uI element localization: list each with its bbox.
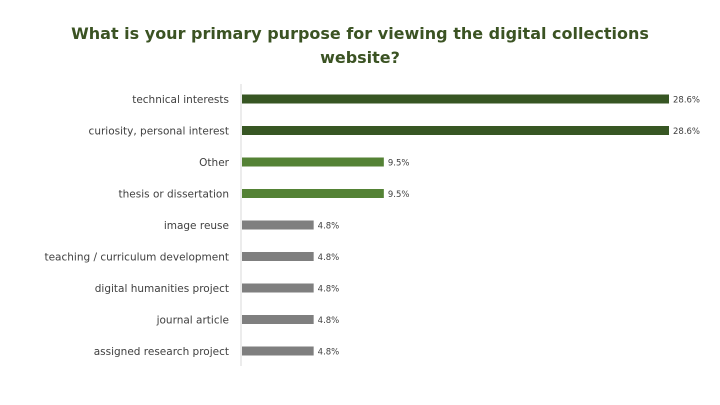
- data-label: 4.8%: [318, 285, 340, 295]
- category-label: technical interests: [132, 94, 229, 106]
- category-label: Other: [199, 157, 229, 169]
- data-label: 4.8%: [318, 253, 340, 263]
- bar: [242, 315, 314, 324]
- category-label: digital humanities project: [95, 283, 229, 295]
- bar: [242, 189, 384, 198]
- bar: [242, 126, 669, 135]
- chart-title: What is your primary purpose for viewing…: [71, 24, 649, 67]
- bar: [242, 94, 669, 104]
- category-label: image reuse: [164, 220, 229, 232]
- bar: [242, 220, 314, 230]
- bar: [242, 252, 314, 261]
- data-label: 4.8%: [318, 316, 340, 326]
- bars-group: technical interests 28.6% curiosity, perso…: [44, 94, 700, 358]
- data-label: 4.8%: [318, 222, 340, 232]
- category-label: curiosity, personal interest: [89, 126, 229, 138]
- data-label: 4.8%: [318, 348, 340, 358]
- bar: [242, 157, 384, 167]
- category-label: assigned research project: [94, 346, 229, 358]
- category-label: thesis or dissertation: [119, 189, 229, 201]
- data-label: 28.6%: [673, 96, 700, 106]
- data-label: 28.6%: [673, 127, 700, 137]
- bar: [242, 346, 314, 356]
- bar: [242, 283, 314, 293]
- category-label: journal article: [156, 315, 229, 327]
- category-label: teaching / curriculum development: [44, 252, 229, 264]
- data-label: 9.5%: [388, 159, 410, 169]
- data-label: 9.5%: [388, 190, 410, 200]
